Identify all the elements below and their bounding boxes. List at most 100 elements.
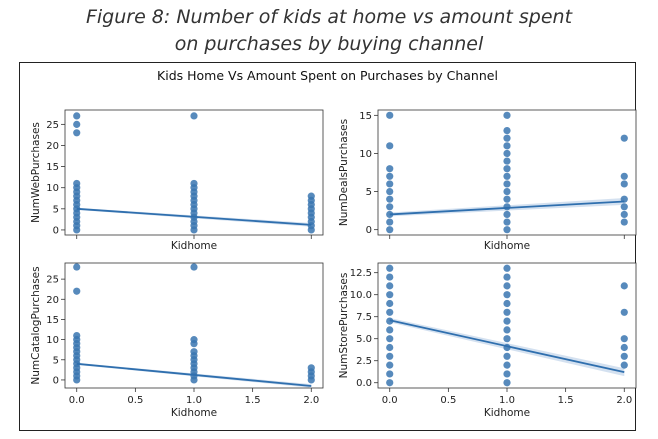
- store-x-tick-label: 1.5: [558, 395, 574, 406]
- store-y-tick-label: 5.0: [356, 334, 372, 345]
- catalog-data-point: [73, 287, 81, 295]
- deals-data-point: [503, 180, 511, 188]
- store-data-point: [386, 343, 394, 352]
- web-data-point: [73, 129, 81, 137]
- store-data-point: [620, 308, 628, 316]
- deals-y-tick-label: 0: [366, 225, 372, 236]
- store-data-point: [503, 370, 511, 378]
- web-data-point: [190, 179, 198, 188]
- catalog-data-point: [73, 263, 81, 271]
- store-data-point: [620, 282, 628, 290]
- web-data-point: [307, 192, 315, 200]
- web-data-point: [73, 120, 81, 128]
- catalog-y-tick-label: 15: [46, 315, 59, 326]
- deals-data-point: [386, 111, 394, 119]
- deals-data-point: [503, 210, 511, 219]
- store-data-point: [503, 273, 511, 281]
- store-y-tick-label: 10.0: [350, 290, 372, 301]
- catalog-data-point: [190, 348, 198, 356]
- deals-data-point: [503, 126, 511, 135]
- deals-data-point: [503, 111, 511, 119]
- deals-data-point: [503, 142, 511, 150]
- store-data-point: [503, 308, 511, 316]
- store-data-point: [503, 282, 511, 290]
- deals-data-point: [503, 187, 511, 196]
- deals-x-axis-label: Kidhome: [484, 240, 530, 252]
- store-data-point: [386, 291, 394, 299]
- store-data-point: [503, 317, 511, 325]
- catalog-data-point: [190, 263, 198, 271]
- store-data-point: [386, 335, 394, 343]
- web-y-tick-label: 25: [46, 120, 59, 131]
- caption-line-1: Figure 8: Number of kids at home vs amou…: [85, 6, 573, 28]
- catalog-x-tick-label: 2.0: [303, 395, 319, 406]
- store-x-tick-label: 0.0: [382, 395, 398, 406]
- web-y-tick-label: 5: [53, 204, 59, 215]
- deals-data-point: [503, 195, 511, 203]
- figure-caption: Figure 8: Number of kids at home vs amou…: [0, 4, 658, 58]
- store-data-point: [386, 308, 394, 316]
- store-data-point: [620, 343, 628, 352]
- catalog-x-tick-label: 1.0: [186, 395, 202, 406]
- store-data-point: [386, 361, 394, 369]
- catalog-x-tick-label: 1.5: [245, 395, 261, 406]
- deals-data-point: [386, 165, 394, 173]
- store-data-point: [503, 379, 511, 387]
- catalog-y-tick-label: 20: [46, 295, 59, 306]
- store-data-point: [386, 379, 394, 387]
- store-data-point: [620, 361, 628, 369]
- deals-data-point: [503, 165, 511, 173]
- store-data-point: [386, 299, 394, 308]
- store-x-tick-label: 2.0: [616, 395, 632, 406]
- deals-data-point: [620, 180, 628, 188]
- store-data-point: [503, 352, 511, 360]
- deals-data-point: [620, 218, 628, 226]
- store-data-point: [386, 326, 394, 334]
- deals-data-point: [503, 149, 511, 158]
- catalog-x-tick-label: 0.5: [127, 395, 143, 406]
- web-data-point: [190, 112, 198, 120]
- catalog-y-tick-label: 25: [46, 275, 59, 286]
- deals-data-point: [503, 172, 511, 180]
- store-data-point: [503, 299, 511, 308]
- deals-data-point: [503, 218, 511, 226]
- web-y-tick-label: 15: [46, 162, 59, 173]
- deals-data-point: [386, 195, 394, 203]
- web-y-tick-label: 0: [53, 225, 59, 236]
- catalog-data-point: [307, 364, 315, 372]
- web-y-tick-label: 10: [46, 183, 59, 194]
- web-x-axis-label: Kidhome: [171, 240, 217, 252]
- deals-y-tick-label: 15: [359, 111, 372, 122]
- store-data-point: [503, 335, 511, 343]
- deals-data-point: [503, 157, 511, 165]
- catalog-y-tick-label: 0: [53, 375, 59, 386]
- store-data-point: [386, 273, 394, 281]
- store-data-point: [503, 326, 511, 334]
- deals-regression-line: [389, 200, 625, 216]
- catalog-x-tick-label: 0.0: [69, 395, 85, 406]
- deals-y-tick-label: 5: [366, 187, 372, 198]
- deals-data-point: [386, 180, 394, 188]
- store-data-point: [503, 291, 511, 299]
- store-y-tick-label: 2.5: [356, 356, 372, 367]
- catalog-data-point: [190, 336, 198, 344]
- deals-data-point: [386, 203, 394, 211]
- store-data-point: [386, 352, 394, 360]
- web-y-axis-label: NumWebPurchases: [30, 122, 42, 223]
- deals-y-axis-label: NumDealsPurchases: [338, 119, 350, 226]
- caption-line-2: on purchases by buying channel: [174, 33, 484, 55]
- store-x-axis-label: Kidhome: [484, 407, 530, 419]
- deals-y-tick-label: 10: [359, 149, 372, 160]
- store-data-point: [386, 282, 394, 290]
- store-x-tick-label: 0.5: [440, 395, 456, 406]
- catalog-x-axis-label: Kidhome: [171, 407, 217, 419]
- catalog-data-point: [73, 331, 81, 340]
- web-y-tick-label: 20: [46, 141, 59, 152]
- catalog-y-axis-label: NumCatalogPurchases: [30, 266, 42, 384]
- deals-data-point: [386, 172, 394, 180]
- web-data-point: [73, 179, 81, 188]
- store-regression-line: [389, 319, 625, 374]
- deals-data-point: [386, 187, 394, 196]
- store-y-tick-label: 0.0: [356, 378, 372, 389]
